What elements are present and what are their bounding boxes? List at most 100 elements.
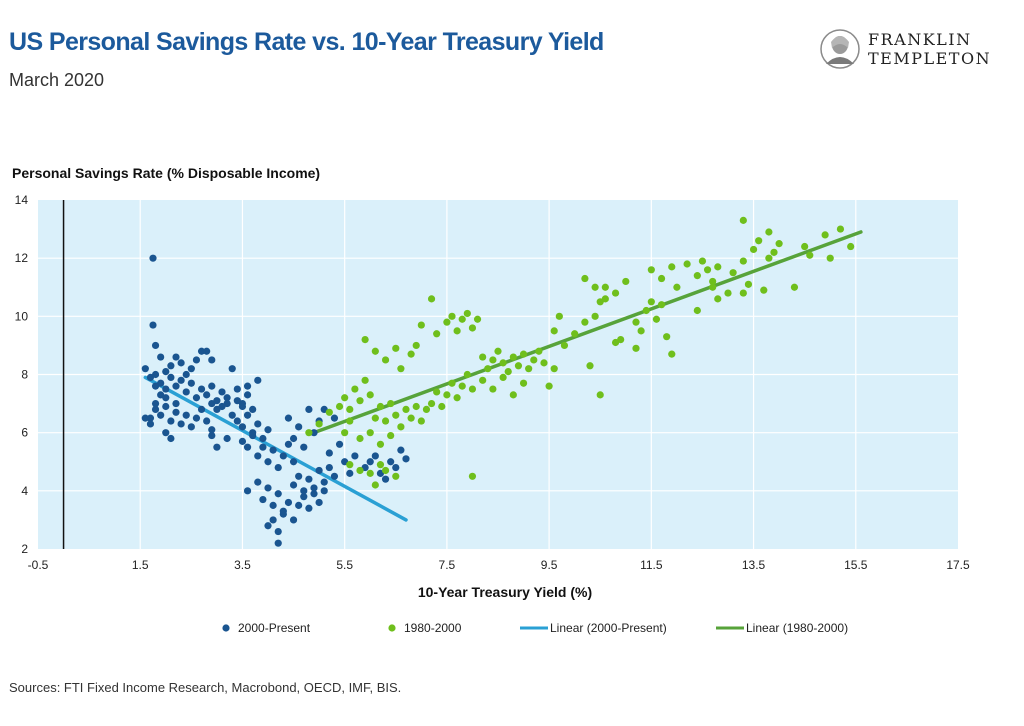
point-0-119 <box>366 458 374 466</box>
point-0-37 <box>167 434 175 443</box>
point-0-128 <box>223 394 231 402</box>
point-1-44 <box>371 347 379 355</box>
point-0-28 <box>187 423 195 431</box>
point-0-131 <box>208 399 216 408</box>
point-0-12 <box>187 379 195 387</box>
point-1-138 <box>555 312 563 320</box>
point-1-34 <box>376 440 385 448</box>
point-1-41 <box>381 466 390 475</box>
point-1-117 <box>749 245 758 254</box>
point-0-77 <box>259 495 267 504</box>
legend-label-1: 1980-2000 <box>404 621 462 635</box>
point-0-94 <box>274 539 282 547</box>
point-0-40 <box>157 353 165 361</box>
point-1-83 <box>571 330 579 338</box>
point-0-86 <box>305 504 313 512</box>
point-1-58 <box>468 324 477 332</box>
chart-title: US Personal Savings Rate vs. 10-Year Tre… <box>9 28 604 56</box>
point-0-47 <box>203 347 211 355</box>
point-1-0 <box>305 429 313 437</box>
point-0-54 <box>243 391 252 399</box>
point-0-61 <box>254 420 262 428</box>
logo-text-line2: TEMPLETON <box>868 49 992 68</box>
point-0-106 <box>305 405 313 413</box>
point-1-88 <box>611 289 620 297</box>
point-0-116 <box>346 469 354 477</box>
point-1-87 <box>601 283 609 291</box>
point-0-99 <box>310 484 318 492</box>
point-1-67 <box>514 362 523 370</box>
point-1-43 <box>361 336 369 344</box>
point-0-79 <box>269 501 277 509</box>
point-0-43 <box>177 359 185 367</box>
point-1-80 <box>468 472 477 480</box>
point-1-28 <box>463 370 471 379</box>
point-0-132 <box>213 443 221 451</box>
logo-text-line1: FRANKLIN <box>868 30 972 49</box>
point-0-123 <box>387 458 395 466</box>
point-1-104 <box>657 274 666 283</box>
point-0-68 <box>259 443 267 451</box>
point-1-75 <box>499 373 507 382</box>
point-1-5 <box>346 405 354 413</box>
point-0-44 <box>187 365 195 373</box>
trend-line-3 <box>312 230 863 435</box>
point-0-97 <box>300 487 308 495</box>
point-1-132 <box>765 228 773 236</box>
y-tick-label-6: 14 <box>15 193 29 207</box>
point-0-126 <box>402 455 410 463</box>
point-0-58 <box>238 423 247 431</box>
point-0-82 <box>284 498 293 507</box>
x-tick-labels: -0.5 1.5 3.5 5.5 7.5 9.5 11.5 13.5 15.5 17.5 <box>28 558 970 572</box>
point-0-25 <box>172 408 180 416</box>
point-1-10 <box>371 414 379 422</box>
point-0-71 <box>274 463 282 472</box>
point-1-126 <box>806 251 814 259</box>
point-0-91 <box>269 516 277 524</box>
chart-subtitle: March 2020 <box>9 70 105 90</box>
point-0-18 <box>218 388 226 396</box>
x-tick-label-1: 1.5 <box>132 558 149 572</box>
point-0-100 <box>315 466 323 475</box>
point-1-40 <box>376 461 385 469</box>
point-0-113 <box>325 449 333 457</box>
point-1-78 <box>545 382 553 390</box>
point-0-70 <box>269 446 277 454</box>
point-1-68 <box>519 350 528 358</box>
point-1-22 <box>433 388 441 396</box>
point-1-63 <box>494 347 502 355</box>
point-1-129 <box>836 225 845 233</box>
point-0-20 <box>146 414 155 422</box>
point-1-101 <box>663 333 671 341</box>
point-1-64 <box>499 359 507 367</box>
point-1-66 <box>509 353 517 361</box>
point-1-73 <box>479 376 487 384</box>
legend: 2000-Present 1980-2000 Linear (2000-Presen… <box>222 621 848 635</box>
point-1-121 <box>760 286 768 294</box>
point-1-84 <box>581 318 589 326</box>
point-0-63 <box>264 426 272 434</box>
point-1-71 <box>535 347 543 355</box>
point-1-105 <box>668 263 676 271</box>
point-0-78 <box>264 484 272 492</box>
point-0-89 <box>320 487 328 495</box>
point-1-98 <box>647 298 655 306</box>
x-tick-label-8: 15.5 <box>844 558 868 572</box>
point-0-49 <box>228 365 236 373</box>
point-0-129 <box>228 411 236 419</box>
point-1-35 <box>387 431 395 440</box>
point-1-55 <box>453 327 461 335</box>
point-1-39 <box>371 481 379 489</box>
point-0-27 <box>182 411 190 419</box>
point-0-76 <box>254 478 262 486</box>
point-0-21 <box>151 405 160 413</box>
point-0-45 <box>192 356 201 364</box>
point-1-27 <box>458 382 466 390</box>
point-0-135 <box>233 385 241 393</box>
point-0-105 <box>295 423 303 431</box>
grid-lines <box>38 200 958 549</box>
point-1-97 <box>642 306 650 315</box>
point-0-0 <box>141 365 149 373</box>
x-tick-label-2: 3.5 <box>234 558 251 572</box>
point-1-7 <box>356 397 364 405</box>
